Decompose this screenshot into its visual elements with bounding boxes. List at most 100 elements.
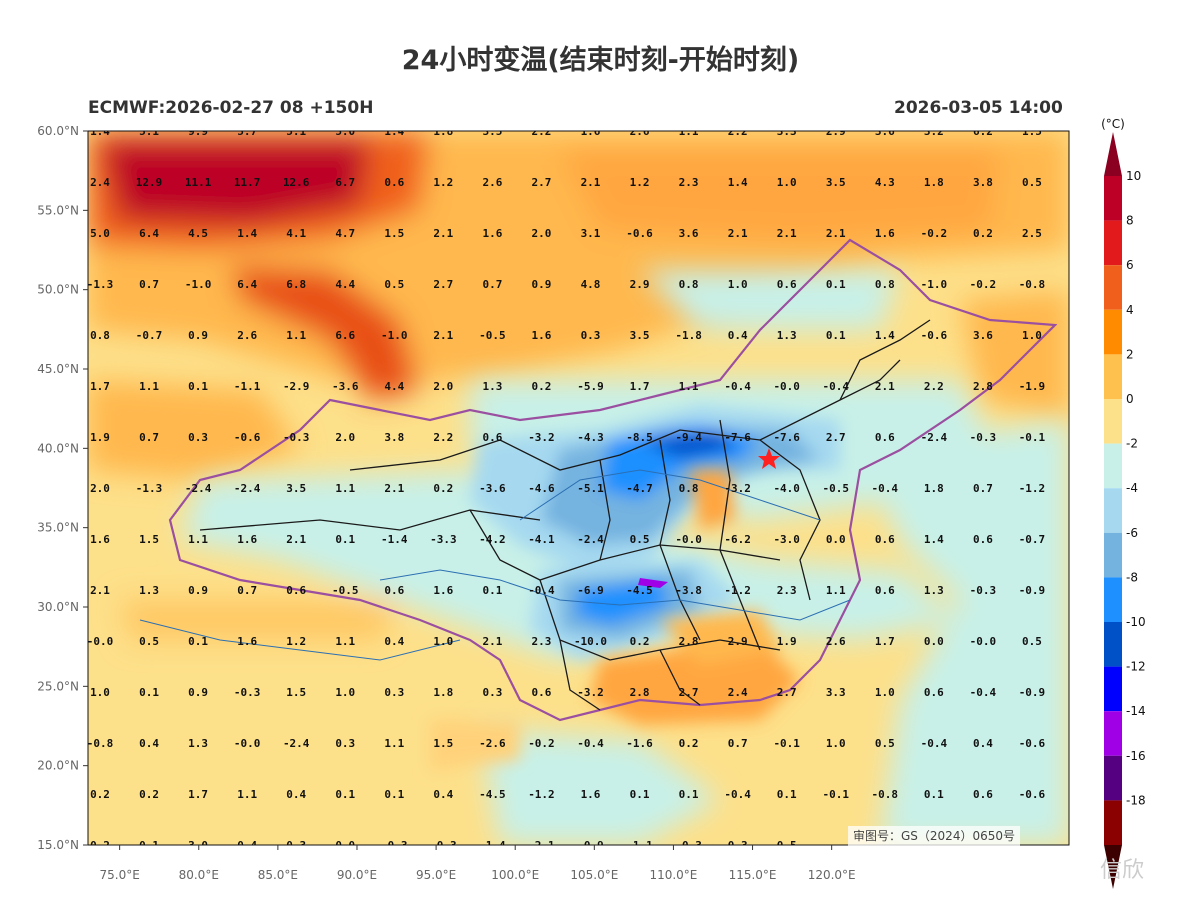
model-run-label: ECMWF:2026-02-27 08 +150H [88,98,374,118]
grid-value: 2.1 [286,533,306,546]
grid-value: 2.9 [728,635,748,648]
colorbar-segment [1104,220,1122,266]
lat-label: 50.0°N [37,283,79,297]
grid-value: 3.5 [286,482,306,495]
grid-value: 3.1 [581,227,601,240]
lon-label: 105.0°E [570,868,618,882]
grid-value: 5.7 [237,125,257,138]
grid-value: 2.6 [482,176,502,189]
grid-value: 3.6 [973,329,993,342]
grid-value: -0.4 [921,737,948,750]
grid-value: 0.4 [237,839,257,852]
grid-value: -4.3 [577,431,604,444]
grid-value: 2.2 [532,125,552,138]
grid-value: 0.3 [286,839,306,852]
grid-value: 3.2 [924,125,944,138]
grid-value: -0.6 [626,227,653,240]
grid-value: -0.3 [381,839,408,852]
map-frame [87,130,1070,846]
grid-value: 0.6 [973,788,993,801]
grid-value: -1.3 [87,278,114,291]
colorbar-segment [1104,309,1122,355]
grid-value: 1.2 [433,176,453,189]
grid-value: 2.2 [728,125,748,138]
grid-value: 1.5 [1022,125,1042,138]
grid-value: -0.3 [430,839,457,852]
colorbar-segment [1104,622,1122,667]
grid-value: -5.1 [577,482,604,495]
grid-value: -0.1 [773,737,800,750]
grid-value: 0.7 [482,278,502,291]
grid-value: 2.9 [826,125,846,138]
grid-value: 3.5 [630,329,650,342]
grid-value: -1.4 [479,839,506,852]
grid-value: 5.0 [90,227,110,240]
grid-value: 0.2 [679,737,699,750]
grid-value: -0.4 [823,380,850,393]
colorbar-level-label: 0 [1126,392,1134,406]
grid-value: -1.1 [626,839,653,852]
grid-value: 1.3 [777,329,797,342]
grid-value: 0.1 [188,380,208,393]
grid-value: 1.1 [237,788,257,801]
map-approval-number: 审图号：GS（2024）0650号 [848,826,1020,846]
grid-value: 2.1 [581,176,601,189]
grid-value: -0.0 [234,737,261,750]
grid-value: 2.7 [777,686,797,699]
grid-value: 1.1 [335,482,355,495]
colorbar-level-label: 4 [1126,303,1134,317]
grid-value: -0.0 [675,533,702,546]
grid-value: 11.7 [234,176,261,189]
grid-value: -0.4 [528,584,555,597]
grid-value: 1.1 [384,737,404,750]
grid-value: -1.2 [528,788,555,801]
grid-value: 6.6 [335,329,355,342]
grid-value: 2.6 [237,329,257,342]
grid-value: 0.5 [384,278,404,291]
colorbar-segment [1104,532,1122,578]
grid-value: -4.1 [528,533,555,546]
grid-value: 1.4 [924,533,944,546]
grid-value: 0.6 [924,686,944,699]
grid-value: 0.1 [335,533,355,546]
grid-value: 0.1 [384,788,404,801]
colorbar-segment [1104,711,1122,756]
grid-value: 0.6 [286,584,306,597]
colorbar-level-label: 8 [1126,214,1134,228]
grid-value: 2.8 [973,380,993,393]
colorbar-segment [1104,577,1122,622]
grid-value: -6.2 [724,533,751,546]
grid-value: -0.4 [970,686,997,699]
valid-time-label: 2026-03-05 14:00 [894,98,1063,118]
grid-value: -8.5 [626,431,653,444]
grid-value: 4.4 [384,380,404,393]
grid-value: 0.7 [237,584,257,597]
grid-value: 2.3 [532,635,552,648]
grid-value: 1.4 [237,227,257,240]
colorbar: 10 8 6 4 2 0 -2 -4 -6 -8 -10 -12 -14 -16 -18 [1104,132,1146,889]
grid-value: 1.6 [237,533,257,546]
lat-label: 40.0°N [37,441,79,455]
grid-value: -0.1 [1019,431,1046,444]
grid-value: 1.6 [581,788,601,801]
grid-value: -4.5 [479,788,506,801]
grid-value: 1.4 [384,125,404,138]
grid-value: 1.4 [728,176,748,189]
grid-value: -1.6 [626,737,653,750]
grid-value: 1.0 [875,686,895,699]
grid-value: 2.7 [826,431,846,444]
grid-value: -0.2 [528,737,555,750]
grid-value: 3.3 [777,125,797,138]
grid-value: -2.4 [234,482,261,495]
grid-value: 6.4 [139,227,159,240]
grid-value: -1.8 [675,329,702,342]
grid-value: -3.2 [577,686,604,699]
grid-value: 0.1 [630,788,650,801]
colorbar-level-label: 2 [1126,347,1134,361]
grid-value: 0.1 [482,584,502,597]
grid-value: 0.6 [875,431,895,444]
chart-title: 24小时变温(结束时刻-开始时刻) [401,45,800,76]
grid-value: -1.3 [136,482,163,495]
grid-value: 4.8 [581,278,601,291]
grid-value: 2.1 [826,227,846,240]
